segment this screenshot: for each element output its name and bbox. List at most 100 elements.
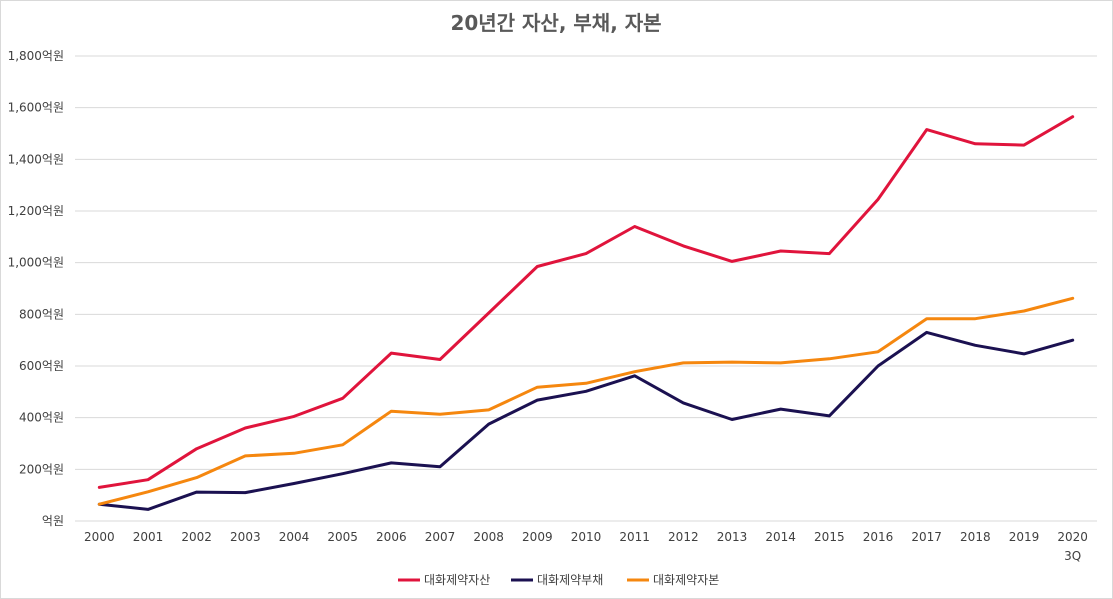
- data-point: [633, 370, 636, 373]
- x-tick-label: 2015: [814, 530, 845, 544]
- data-point: [195, 447, 198, 450]
- data-point: [925, 317, 928, 320]
- data-point: [974, 317, 977, 320]
- data-point: [584, 390, 588, 393]
- data-point: [1022, 352, 1026, 356]
- data-point: [925, 128, 928, 131]
- legend-label: 대화제약자산: [424, 572, 490, 587]
- data-point: [682, 361, 685, 365]
- data-point: [487, 311, 490, 315]
- series-line-1: [97, 115, 1075, 489]
- gridlines: [75, 55, 1097, 522]
- data-point: [146, 490, 150, 494]
- data-point: [536, 385, 539, 389]
- data-point: [487, 408, 490, 412]
- data-point: [1022, 309, 1026, 313]
- data-point: [292, 415, 296, 418]
- series-lines: [97, 115, 1075, 511]
- series-line-3: [97, 296, 1075, 506]
- data-point: [195, 476, 198, 479]
- data-point: [146, 508, 150, 511]
- data-point: [98, 503, 101, 506]
- x-tick-label: 2001: [133, 530, 164, 544]
- chart-title: 20년간 자산, 부채, 자본: [450, 11, 661, 35]
- data-point: [438, 358, 442, 361]
- data-point: [536, 398, 539, 402]
- data-point: [244, 491, 247, 494]
- y-tick-label: 1,600억원: [8, 101, 64, 115]
- y-tick-label: 1,000억원: [8, 256, 64, 270]
- data-point: [390, 461, 393, 465]
- data-point: [828, 252, 831, 255]
- x-tick-label: 2006: [376, 530, 407, 544]
- x-tick-label: 2014: [765, 530, 796, 544]
- x-tick-sublabel: 3Q: [1064, 549, 1081, 563]
- data-point: [584, 382, 588, 385]
- y-tick-label: 800억원: [19, 307, 64, 321]
- data-point: [292, 452, 296, 455]
- data-point: [292, 482, 296, 485]
- legend-item: 대화제약자본: [627, 572, 719, 587]
- data-point: [925, 331, 928, 334]
- data-point: [974, 142, 977, 146]
- data-point: [682, 244, 685, 248]
- data-point: [98, 486, 101, 489]
- data-point: [779, 407, 782, 411]
- legend-label: 대화제약자본: [653, 572, 719, 587]
- x-tick-label: 2000: [84, 530, 115, 544]
- data-point: [876, 198, 880, 201]
- data-point: [438, 465, 442, 468]
- y-tick-label: 억원: [42, 514, 64, 528]
- y-axis: 억원 200억원 400억원 600억원 800억원 1,000억원 1,200억원 1,40…: [8, 49, 64, 528]
- x-tick-label: 2010: [571, 530, 602, 544]
- x-tick-label: 2003: [230, 530, 261, 544]
- x-tick-label: 2012: [668, 530, 699, 544]
- x-tick-label: 2005: [327, 530, 358, 544]
- y-tick-label: 1,800억원: [8, 49, 64, 63]
- y-tick-label: 600억원: [19, 359, 64, 373]
- data-point: [341, 443, 344, 446]
- x-tick-label: 2004: [279, 530, 310, 544]
- data-point: [244, 454, 247, 458]
- data-point: [244, 426, 247, 430]
- legend-label: 대화제약부채: [537, 572, 603, 587]
- data-point: [195, 490, 198, 494]
- legend-item: 대화제약부채: [511, 572, 603, 587]
- data-point: [730, 360, 734, 364]
- legend-item: 대화제약자산: [398, 572, 490, 587]
- data-point: [828, 357, 831, 360]
- data-point: [1071, 297, 1074, 300]
- y-tick-label: 400억원: [19, 411, 64, 425]
- data-point: [584, 252, 588, 255]
- data-point: [730, 260, 734, 263]
- data-point: [390, 410, 393, 413]
- x-tick-label: 2019: [1009, 530, 1040, 544]
- legend: 대화제약자산 대화제약부채 대화제약자본: [398, 572, 719, 587]
- data-point: [1071, 338, 1074, 342]
- data-point: [730, 418, 734, 421]
- x-tick-label: 2018: [960, 530, 991, 544]
- x-axis: 2000 2001 2002 2003 2004 2005 2006 2007 2008 2009…: [84, 530, 1088, 563]
- data-point: [633, 225, 636, 228]
- data-point: [390, 351, 393, 355]
- data-point: [682, 401, 685, 405]
- y-tick-label: 1,400억원: [8, 152, 64, 166]
- data-point: [341, 397, 344, 400]
- data-point: [828, 414, 831, 418]
- x-tick-label: 2020: [1057, 530, 1088, 544]
- data-point: [779, 249, 782, 253]
- data-point: [487, 422, 490, 426]
- x-tick-label: 2002: [181, 530, 212, 544]
- y-tick-label: 1,200억원: [8, 204, 64, 218]
- x-tick-label: 2011: [619, 530, 650, 544]
- x-tick-label: 2017: [911, 530, 942, 544]
- data-point: [536, 265, 539, 268]
- data-point: [779, 361, 782, 365]
- x-tick-label: 2009: [522, 530, 553, 544]
- x-tick-label: 2007: [425, 530, 456, 544]
- x-tick-label: 2016: [863, 530, 894, 544]
- data-point: [974, 344, 977, 347]
- y-tick-label: 200억원: [19, 462, 64, 476]
